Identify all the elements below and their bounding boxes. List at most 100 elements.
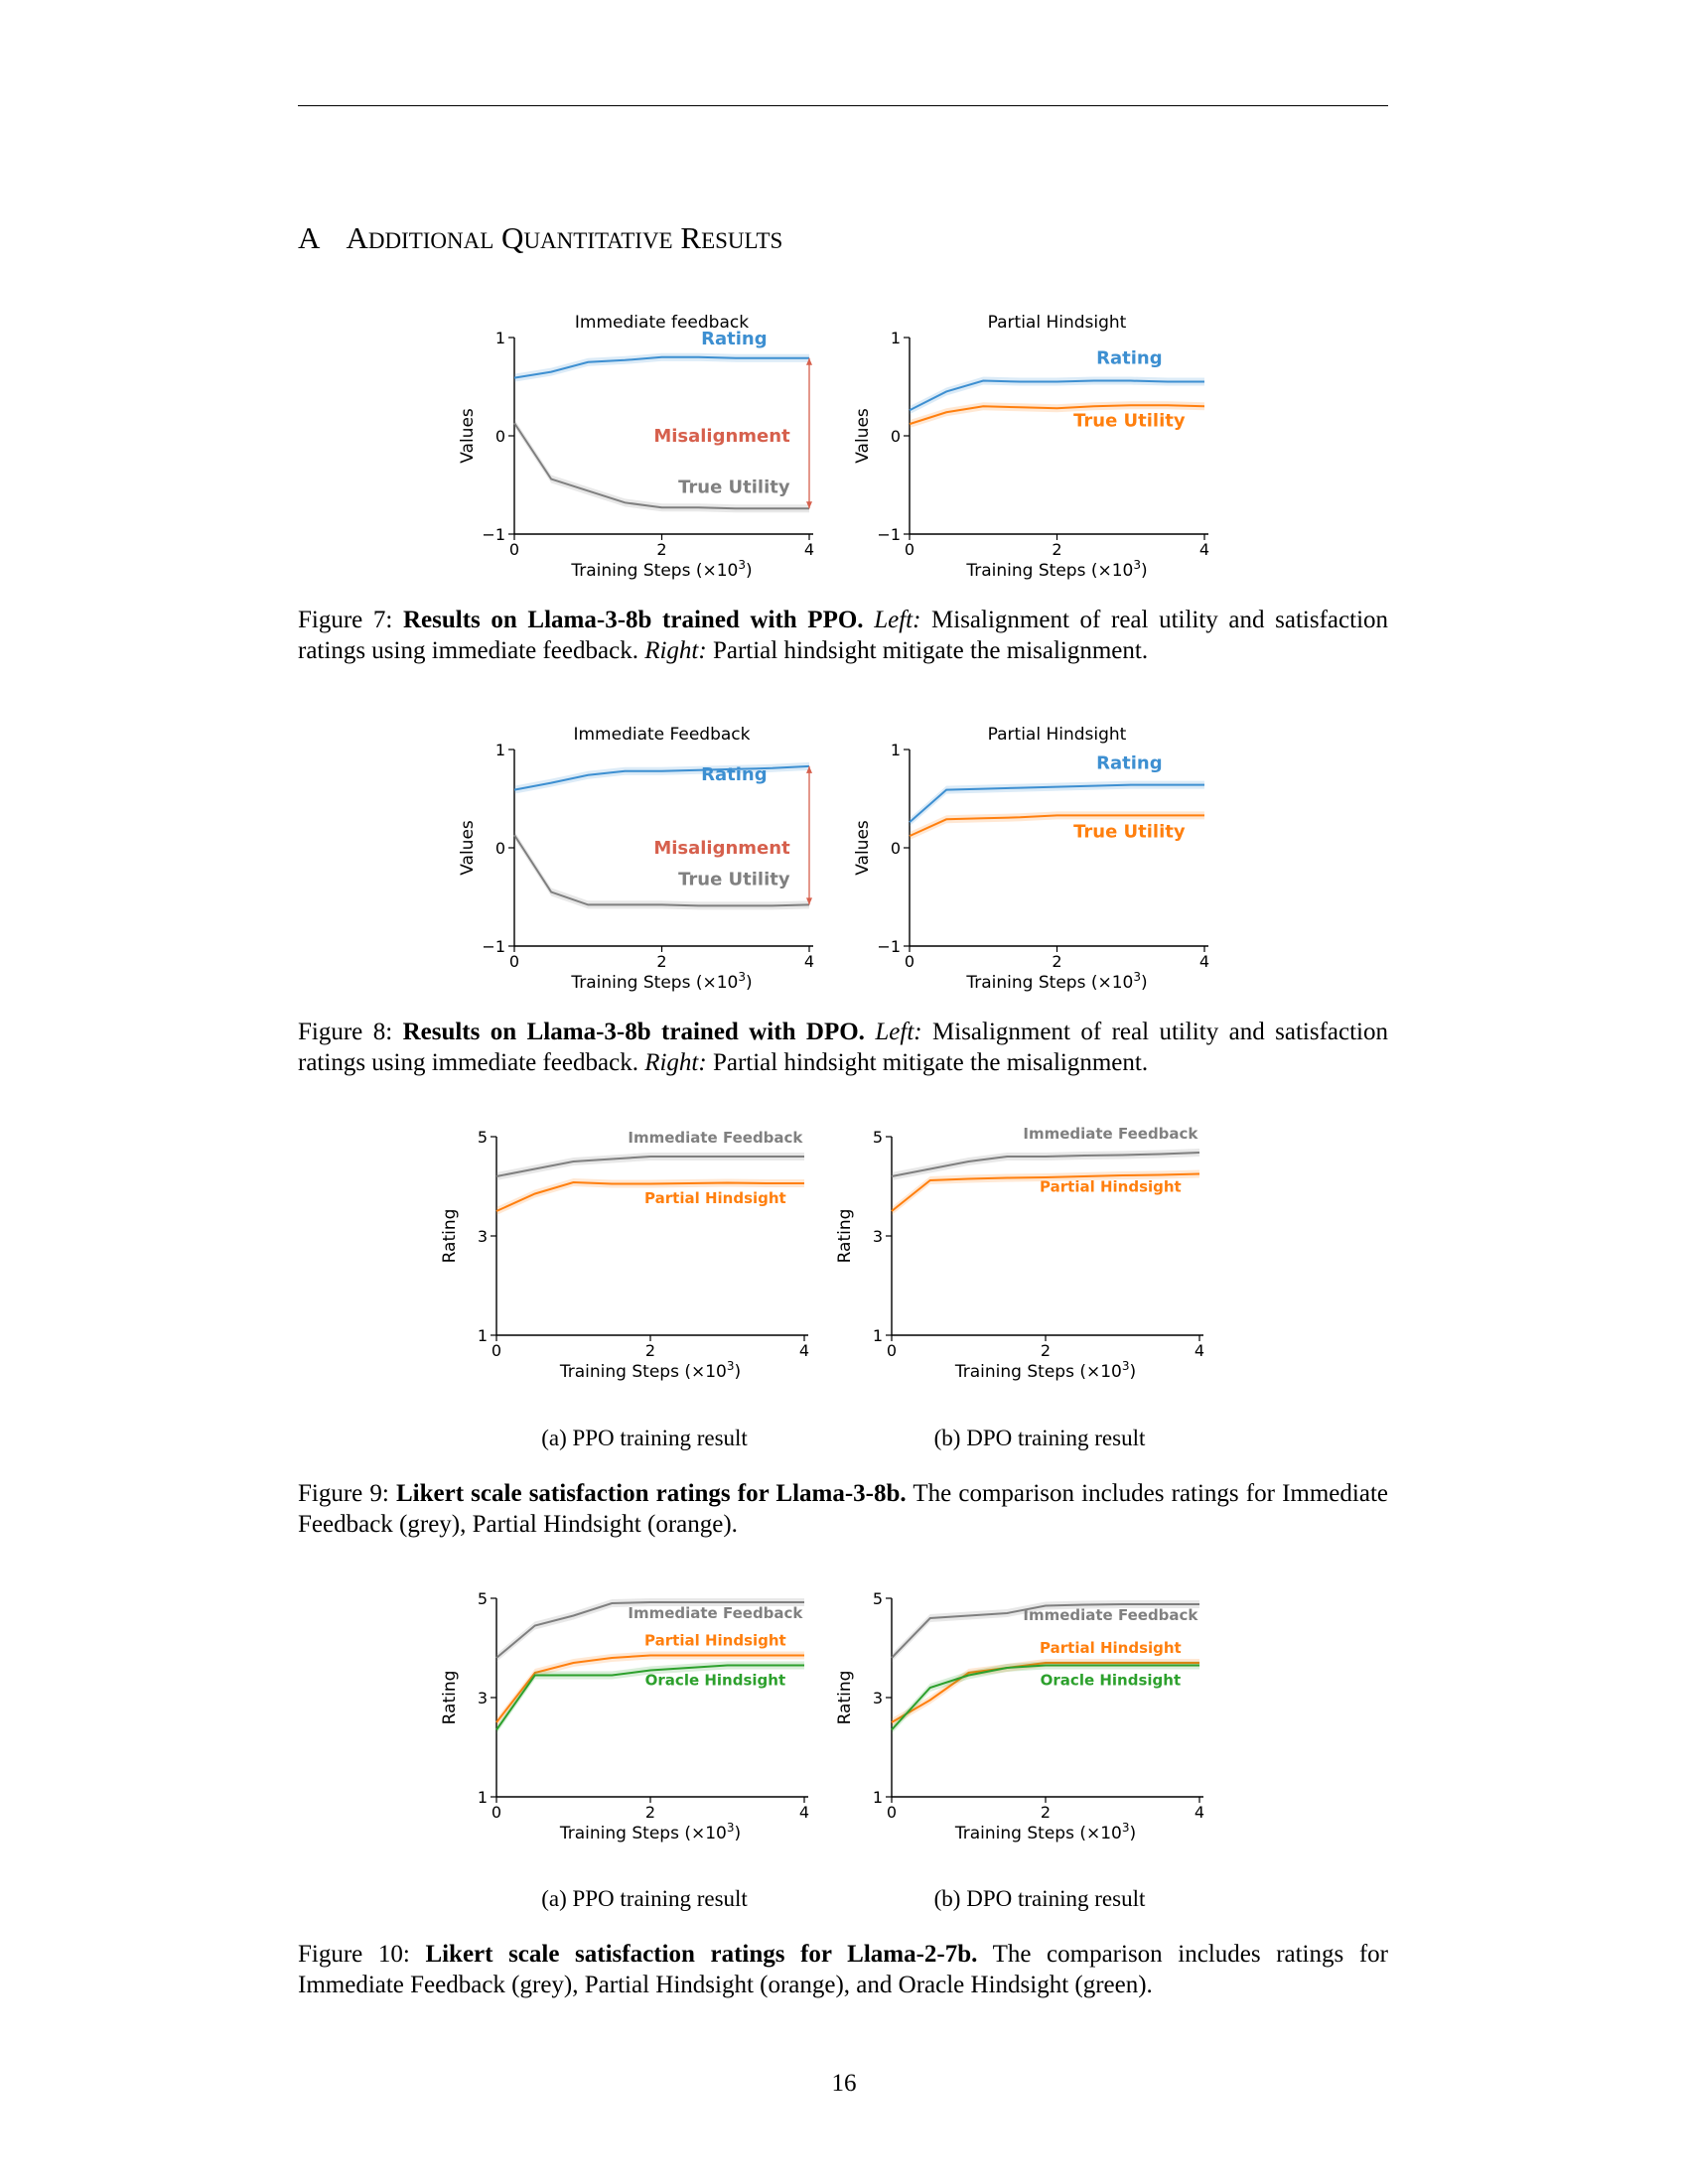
fig10a-subcaption: (a) PPO training result — [541, 1886, 748, 1911]
x-tick-label: 4 — [799, 1803, 809, 1822]
section-title: A ADDITIONAL QUANTITATIVE RESULTS — [298, 220, 782, 256]
series-band-immediate-feedback — [496, 1153, 804, 1180]
y-tick-label: 5 — [873, 1589, 883, 1608]
series-band-true-utility — [910, 401, 1204, 429]
series-label-immediate-feedback: Immediate Feedback — [1023, 1125, 1198, 1143]
series-label-oracle-hindsight: Oracle Hindsight — [1041, 1672, 1181, 1690]
series-line-partial-hindsight — [495, 1180, 804, 1212]
figure-bold-title: Results on Llama-3-8b trained with PPO. — [402, 607, 864, 633]
x-axis-label: Training Steps (×103) — [954, 1821, 1136, 1843]
fig10b-chart: 1 3 5 0 2 4 Training Steps (×103) Rating Immedia… — [835, 1589, 1204, 1843]
series-label-immediate-feedback: Immediate Feedback — [1023, 1606, 1198, 1624]
caption-text: The comparison includes ratings for Imme… — [298, 1941, 1388, 1998]
arrow-head-bottom — [806, 897, 812, 905]
caption-text: Left: — [875, 1019, 922, 1045]
series-band-immediate-feedback — [496, 1598, 804, 1662]
y-tick-label: 5 — [873, 1128, 883, 1147]
series-label-immediate-feedback: Immediate Feedback — [628, 1604, 803, 1622]
caption-text: The comparison includes ratings for Imme… — [298, 1480, 1388, 1538]
y-axis-label: Rating — [440, 1209, 460, 1264]
y-tick-label: 5 — [478, 1128, 488, 1147]
caption-text: Left: — [874, 607, 921, 633]
figure-7-caption: Figure 7: Results on Llama-3-8b trained … — [298, 605, 1388, 666]
y-axis-label: Values — [458, 408, 478, 464]
fig9b-chart: 1 3 5 0 2 4 Training Steps (×103) Rating Immedia… — [835, 1125, 1204, 1382]
y-tick-label: 5 — [478, 1589, 488, 1608]
y-tick-label: 1 — [873, 1788, 883, 1807]
series-label-rating: Rating — [1096, 348, 1162, 369]
y-tick-label: 0 — [495, 839, 505, 858]
caption-text: Right: — [644, 637, 707, 664]
x-axis-label: Training Steps (×103) — [965, 558, 1147, 581]
series-label-rating: Rating — [701, 764, 767, 785]
x-tick-label: 2 — [1052, 952, 1061, 971]
series-label-true-utility: True Utility — [678, 477, 790, 497]
figure-8-caption: Figure 8: Results on Llama-3-8b trained … — [298, 1017, 1388, 1078]
header-rule — [298, 105, 1388, 106]
series-label-true-utility: True Utility — [678, 869, 790, 889]
y-tick-label: −1 — [482, 937, 505, 956]
x-axis-label: Training Steps (×103) — [570, 970, 752, 993]
section-word-1: ADDITIONAL — [346, 220, 494, 255]
chart-title: Partial Hindsight — [988, 725, 1127, 745]
section-heading: ADDITIONAL QUANTITATIVE RESULTS — [346, 220, 782, 255]
caption-text: Partial hindsight mitigate the misalignm… — [706, 1049, 1149, 1076]
x-tick-label: 4 — [1199, 540, 1209, 559]
chart-title: Partial Hindsight — [988, 313, 1127, 333]
figure-bold-title: Likert scale satisfaction ratings for Ll… — [396, 1480, 907, 1507]
series-band-immediate-feedback — [892, 1149, 1199, 1180]
series-band-oracle-hindsight — [496, 1661, 804, 1734]
arrow-head-top — [806, 357, 812, 365]
x-tick-label: 2 — [645, 1803, 655, 1822]
y-tick-label: 1 — [891, 329, 901, 347]
y-axis-label: Rating — [440, 1671, 460, 1725]
x-tick-label: 0 — [509, 540, 519, 559]
series-band-true-utility — [514, 419, 809, 513]
figure-bold-title: Results on Llama-3-8b trained with DPO. — [402, 1019, 865, 1045]
y-tick-label: 1 — [495, 329, 505, 347]
series-line-immediate-feedback — [891, 1152, 1200, 1177]
x-tick-label: 2 — [645, 1341, 655, 1360]
figure-label: Figure 8: — [298, 1019, 403, 1045]
caption-text: Right: — [644, 1049, 707, 1076]
misalignment-label: Misalignment — [653, 838, 790, 859]
series-band-rating — [910, 780, 1204, 827]
series-line-true-utility — [909, 814, 1204, 838]
series-band-partial-hindsight — [496, 1651, 804, 1726]
y-tick-label: 1 — [478, 1326, 488, 1345]
y-tick-label: −1 — [482, 525, 505, 544]
caption-text: Misalignment of real utility and satisfa… — [298, 607, 1389, 664]
series-line-partial-hindsight — [495, 1654, 804, 1723]
series-band-partial-hindsight — [892, 1169, 1199, 1215]
misalignment-label: Misalignment — [653, 426, 790, 447]
series-line-true-utility — [909, 404, 1205, 426]
series-band-rating — [514, 352, 809, 382]
x-tick-label: 4 — [804, 540, 814, 559]
series-label-true-utility: True Utility — [1073, 410, 1186, 431]
y-tick-label: 3 — [478, 1689, 488, 1707]
section-word-3: RESULTS — [680, 220, 783, 255]
x-tick-label: 2 — [656, 952, 666, 971]
y-tick-label: 0 — [495, 427, 505, 446]
chart-title: Immediate feedback — [575, 313, 749, 333]
series-band-rating — [910, 376, 1204, 415]
x-tick-label: 0 — [887, 1341, 897, 1360]
y-tick-label: −1 — [877, 937, 901, 956]
series-line-immediate-feedback — [891, 1603, 1199, 1659]
x-tick-label: 4 — [799, 1341, 809, 1360]
arrow-head-bottom — [806, 501, 812, 509]
series-line-oracle-hindsight — [495, 1664, 804, 1731]
caption-text: Misalignment of real utility and satisfa… — [298, 1019, 1389, 1076]
x-tick-label: 2 — [1041, 1803, 1051, 1822]
y-tick-label: 0 — [891, 839, 901, 858]
x-axis-label: Training Steps (×103) — [559, 1359, 741, 1382]
series-line-rating — [513, 355, 809, 379]
x-tick-label: 4 — [1195, 1341, 1204, 1360]
x-tick-label: 4 — [804, 952, 814, 971]
caption-text: Partial hindsight mitigate the misalignm… — [706, 637, 1149, 664]
x-axis-label: Training Steps (×103) — [570, 558, 752, 581]
series-line-immediate-feedback — [495, 1156, 804, 1177]
fig9a-chart: 1 3 5 0 2 4 Training Steps (×103) Rating Immedia… — [440, 1128, 809, 1382]
